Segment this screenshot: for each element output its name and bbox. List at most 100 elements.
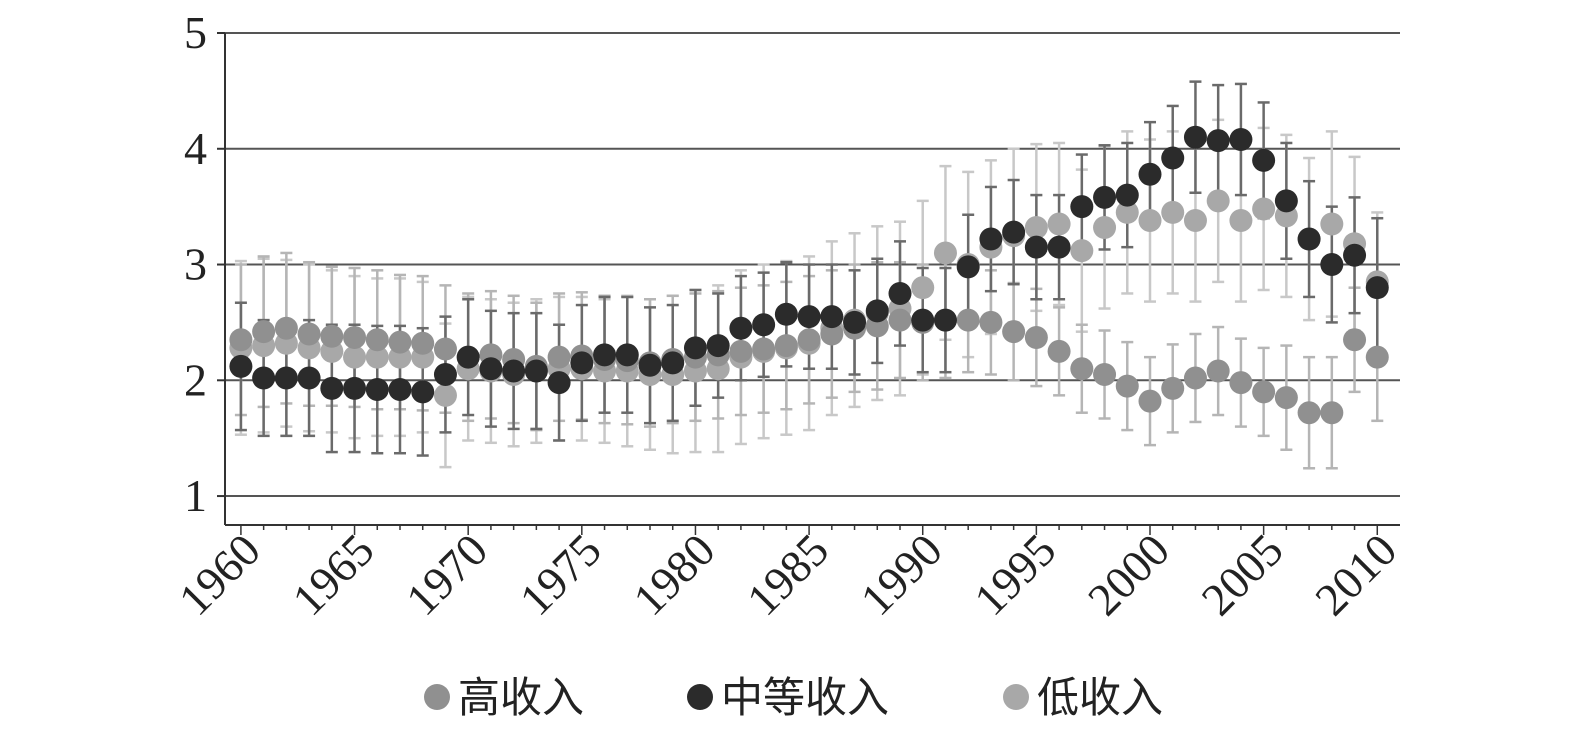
x-tick-label: 1965 — [283, 524, 384, 625]
data-point — [1138, 389, 1162, 413]
data-point — [1161, 146, 1185, 170]
data-point — [774, 334, 798, 358]
data-point — [547, 371, 571, 395]
data-point — [456, 345, 480, 369]
data-point — [933, 241, 957, 265]
data-point — [343, 325, 367, 349]
data-point — [752, 313, 776, 337]
legend-item: 高收入 — [424, 673, 584, 722]
data-point — [388, 378, 412, 402]
data-point — [502, 359, 526, 383]
data-point — [1070, 195, 1094, 219]
data-point — [1274, 386, 1298, 410]
data-point — [888, 308, 912, 332]
data-point — [979, 310, 1003, 334]
data-point — [1297, 401, 1321, 425]
data-point — [365, 378, 389, 402]
data-point — [547, 345, 571, 369]
data-point — [911, 308, 935, 332]
data-point — [1138, 162, 1162, 186]
data-point — [933, 308, 957, 332]
data-point — [797, 328, 821, 352]
x-tick-label: 1985 — [737, 524, 838, 625]
data-point — [1252, 380, 1276, 404]
data-point — [479, 357, 503, 381]
x-tick-label: 1980 — [623, 524, 724, 625]
data-point — [252, 320, 276, 344]
data-point — [1115, 374, 1139, 398]
data-point — [1047, 339, 1071, 363]
y-tick-label: 5 — [184, 7, 207, 58]
legend-item: 低收入 — [1003, 673, 1163, 722]
data-point — [1229, 128, 1253, 152]
data-point — [1070, 357, 1094, 381]
x-tick-label: 1975 — [510, 524, 611, 625]
data-point — [888, 281, 912, 305]
data-point — [843, 310, 867, 334]
data-point — [411, 331, 435, 355]
data-point — [343, 345, 367, 369]
data-point — [252, 366, 276, 390]
data-point — [865, 299, 889, 323]
data-point — [683, 336, 707, 360]
y-tick-label: 4 — [184, 123, 207, 174]
data-point — [615, 343, 639, 367]
data-point — [593, 343, 617, 367]
data-point — [365, 345, 389, 369]
data-point — [638, 353, 662, 377]
data-point — [979, 227, 1003, 251]
data-point — [365, 328, 389, 352]
x-tick-label: 2005 — [1192, 524, 1293, 625]
data-point — [1183, 209, 1207, 233]
data-point — [729, 316, 753, 340]
data-point — [433, 363, 457, 387]
data-point — [411, 380, 435, 404]
legend-label: 低收入 — [1037, 673, 1163, 722]
y-tick-label: 3 — [184, 239, 207, 290]
data-point — [1320, 253, 1344, 277]
data-point — [1229, 209, 1253, 233]
data-point — [820, 322, 844, 346]
data-point — [1070, 239, 1094, 263]
data-point — [911, 276, 935, 300]
legend-label: 中等收入 — [721, 673, 889, 722]
data-point — [1206, 189, 1230, 213]
x-tick-label: 1970 — [396, 524, 497, 625]
data-point — [1115, 183, 1139, 207]
x-tick-labels: 1960 1965 1970 1975 1980 1985 1990 1995 2000 2005… — [169, 524, 1406, 625]
data-point — [297, 366, 321, 390]
x-tick-label: 1990 — [851, 524, 952, 625]
data-point — [729, 339, 753, 363]
legend-marker — [424, 684, 450, 710]
data-point — [752, 337, 776, 361]
data-point — [320, 324, 344, 348]
x-tick-label: 1995 — [964, 524, 1065, 625]
y-tick-label: 2 — [184, 354, 207, 405]
data-point — [1161, 200, 1185, 224]
data-point — [1024, 215, 1048, 239]
data-point — [956, 308, 980, 332]
x-tick-label: 2010 — [1305, 524, 1406, 625]
data-point — [1297, 227, 1321, 251]
data-point — [297, 322, 321, 346]
data-point — [274, 316, 298, 340]
legend: 高收入 中等收入 低收入 — [424, 673, 1163, 722]
data-point — [956, 255, 980, 279]
data-point — [1093, 185, 1117, 209]
data-point — [1320, 212, 1344, 236]
data-point — [1093, 363, 1117, 387]
data-point — [570, 351, 594, 375]
data-point — [1093, 215, 1117, 239]
data-point — [1115, 200, 1139, 224]
data-point — [1343, 328, 1367, 352]
data-point — [1365, 276, 1389, 300]
axes — [217, 32, 1400, 535]
data-point — [1002, 220, 1026, 244]
data-point — [1252, 197, 1276, 221]
data-point — [1024, 325, 1048, 349]
data-point — [1320, 401, 1344, 425]
data-point — [661, 351, 685, 375]
y-tick-label: 1 — [184, 470, 207, 521]
data-point — [820, 305, 844, 329]
